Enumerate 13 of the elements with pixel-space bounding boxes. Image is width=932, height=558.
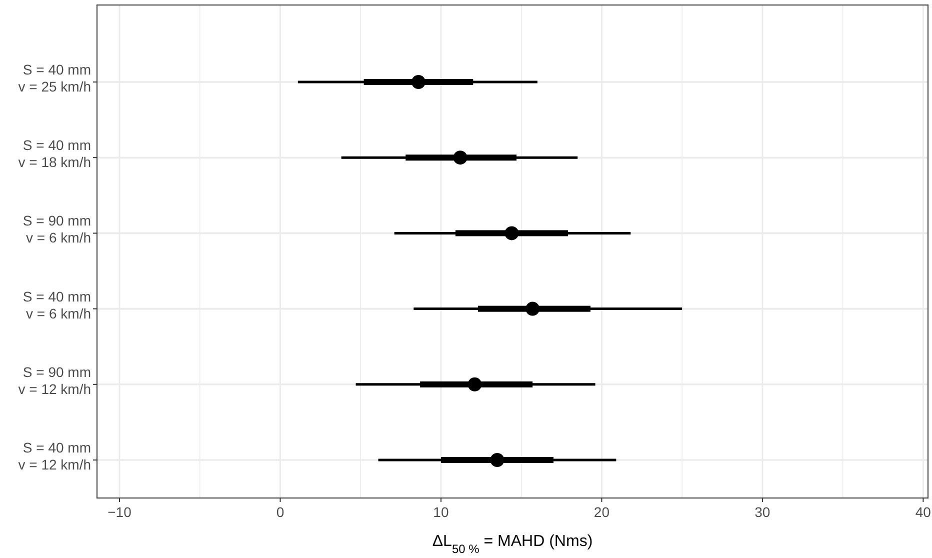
x-tick-label: 40	[915, 504, 932, 520]
y-tick-label: S = 40 mm v = 25 km/h	[18, 62, 91, 94]
x-tick-label: 30	[754, 504, 770, 520]
y-tick-label: S = 90 mm v = 6 km/h	[22, 212, 91, 246]
x-axis-title: ΔL$_{50 %}$ = MAHD (Nms)	[432, 533, 593, 556]
y-tick-label: S = 40 mm v = 12 km/h	[18, 440, 91, 472]
x-tick-label: 10	[433, 504, 449, 520]
y-tick-label: S = 90 mm v = 12 km/h	[18, 364, 91, 397]
y-tick-label: S = 40 mm v = 18 km/h	[18, 137, 91, 170]
x-tick-label: 0	[276, 504, 284, 520]
x-tick-label: −10	[108, 504, 132, 520]
x-tick-label: 20	[594, 504, 610, 520]
y-tick-label: S = 40 mm v = 6 km/h	[22, 288, 91, 322]
